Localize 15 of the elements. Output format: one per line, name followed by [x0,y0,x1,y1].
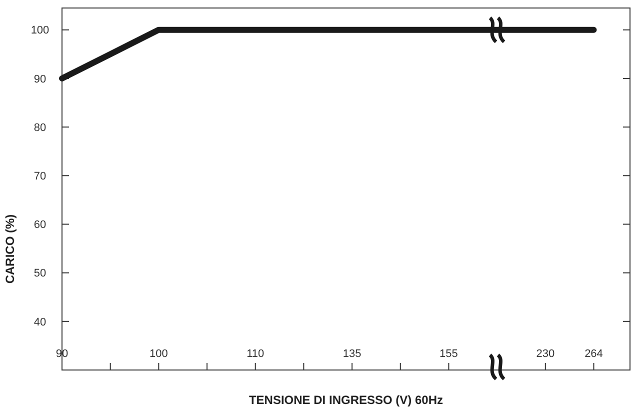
y-tick-label: 50 [34,268,46,280]
x-tick-label: 230 [536,348,555,360]
y-tick-label: 60 [34,219,46,232]
y-tick-label: 70 [34,170,46,182]
x-tick-label: 100 [150,348,168,360]
x-tick-label: 110 [246,348,264,360]
y-tick-label: 100 [30,24,50,37]
y-tick-label: 40 [34,316,46,328]
x-tick-label: 155 [440,348,458,360]
x-axis-title: TENSIONE DI INGRESSO (V) 60Hz [248,393,444,407]
x-tick-label: 264 [584,348,603,360]
x-tick-label: 135 [342,348,362,360]
y-tick-label: 80 [34,122,46,134]
y-axis-title: CARICO (%) [3,214,17,284]
y-tick-label: 90 [34,73,46,86]
